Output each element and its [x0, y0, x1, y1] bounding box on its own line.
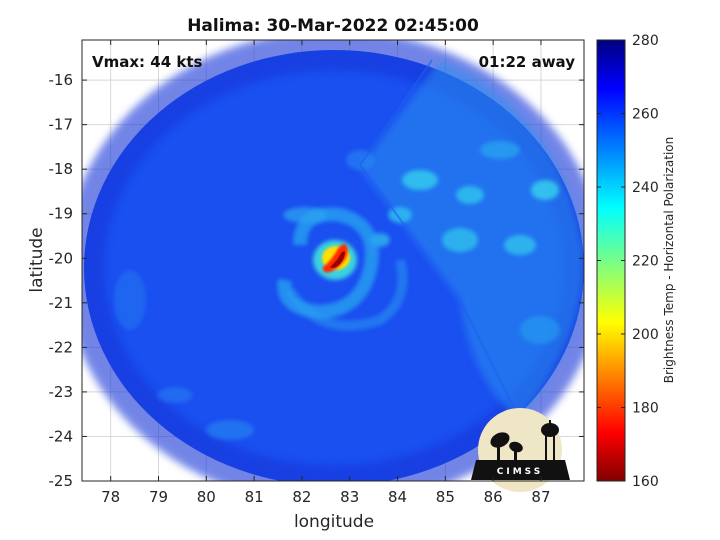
x-tick-label: 84 [388, 488, 407, 506]
colorbar-tick-label: 240 [632, 180, 659, 196]
swath-rim [82, 40, 584, 481]
y-tick-label: -21 [49, 294, 74, 312]
x-axis-label: longitude [294, 512, 374, 532]
colorbar-tick-label: 160 [632, 474, 659, 490]
vmax-annotation: Vmax: 44 kts [92, 53, 202, 71]
plot-area: CIMSS Vmax: 44 kts 01:22 away 78 79 80 81 82… [49, 39, 585, 506]
colorbar-gradient [596, 39, 626, 482]
x-tick-label: 79 [149, 488, 168, 506]
y-tick-label: -18 [49, 160, 74, 178]
colorbar: 280 260 240 220 200 180 160 Brightness Temp - … [596, 33, 676, 490]
y-axis-ticks: -16 -17 -18 -19 -20 -21 -22 -23 -24 -25 [49, 71, 584, 490]
logo-satellite-dishes-icon [490, 432, 523, 460]
x-tick-label: 80 [197, 488, 216, 506]
x-tick-label: 82 [292, 488, 311, 506]
colorbar-tick-label: 200 [632, 327, 659, 343]
chart-title: Halima: 30-Mar-2022 02:45:00 [187, 16, 479, 36]
x-tick-label: 87 [531, 488, 550, 506]
swath-heatmap [82, 40, 584, 481]
logo-building [471, 460, 570, 480]
colorbar-label: Brightness Temp - Horizontal Polarizatio… [662, 137, 676, 384]
y-tick-label: -24 [49, 427, 74, 445]
x-tick-label: 81 [245, 488, 264, 506]
y-tick-label: -22 [49, 338, 74, 356]
logo-text: CIMSS [497, 467, 543, 477]
x-tick-label: 86 [484, 488, 503, 506]
swath-seam [358, 59, 521, 421]
y-tick-label: -16 [49, 71, 74, 89]
plot-frame [81, 39, 585, 482]
y-tick-label: -19 [49, 205, 74, 223]
storm-core [313, 240, 357, 280]
colorbar-tick-label: 220 [632, 254, 659, 270]
y-tick-label: -17 [49, 116, 74, 134]
colorbar-tick-label: 260 [632, 107, 659, 123]
y-tick-label: -20 [49, 249, 74, 267]
x-tick-label: 78 [101, 488, 120, 506]
x-axis-ticks: 78 79 80 81 82 83 84 85 86 87 [101, 40, 551, 506]
colorbar-ticks: 280 260 240 220 200 180 160 [597, 33, 659, 490]
x-tick-label: 83 [340, 488, 359, 506]
y-tick-label: -23 [49, 383, 74, 401]
x-tick-label: 85 [436, 488, 455, 506]
cimss-logo: CIMSS [471, 408, 570, 492]
spiral-band [277, 207, 408, 331]
y-axis-label: latitude [27, 227, 47, 292]
y-tick-label: -25 [49, 472, 74, 490]
time-away-annotation: 01:22 away [479, 53, 576, 71]
logo-water-tower-icon [541, 420, 559, 460]
colorbar-tick-label: 280 [632, 33, 659, 49]
colorbar-tick-label: 180 [632, 401, 659, 417]
